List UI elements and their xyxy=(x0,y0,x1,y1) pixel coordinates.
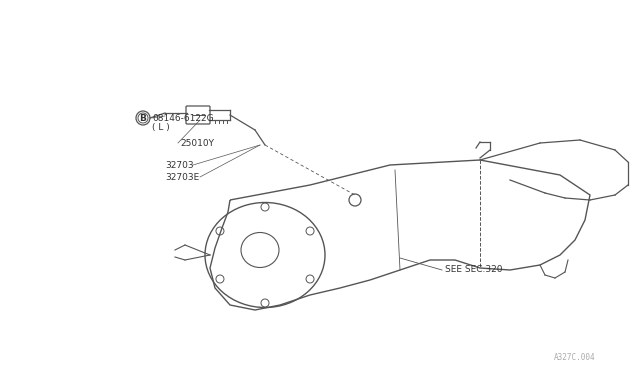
Text: A327C.004: A327C.004 xyxy=(554,353,595,362)
Text: 25010Y: 25010Y xyxy=(180,138,214,148)
Text: ( L ): ( L ) xyxy=(152,122,170,131)
Text: 32703: 32703 xyxy=(165,160,194,170)
Text: SEE SEC.320: SEE SEC.320 xyxy=(445,266,502,275)
Text: 08146-6122G: 08146-6122G xyxy=(152,113,214,122)
Text: B: B xyxy=(140,113,147,122)
Text: 32703E: 32703E xyxy=(165,173,199,182)
